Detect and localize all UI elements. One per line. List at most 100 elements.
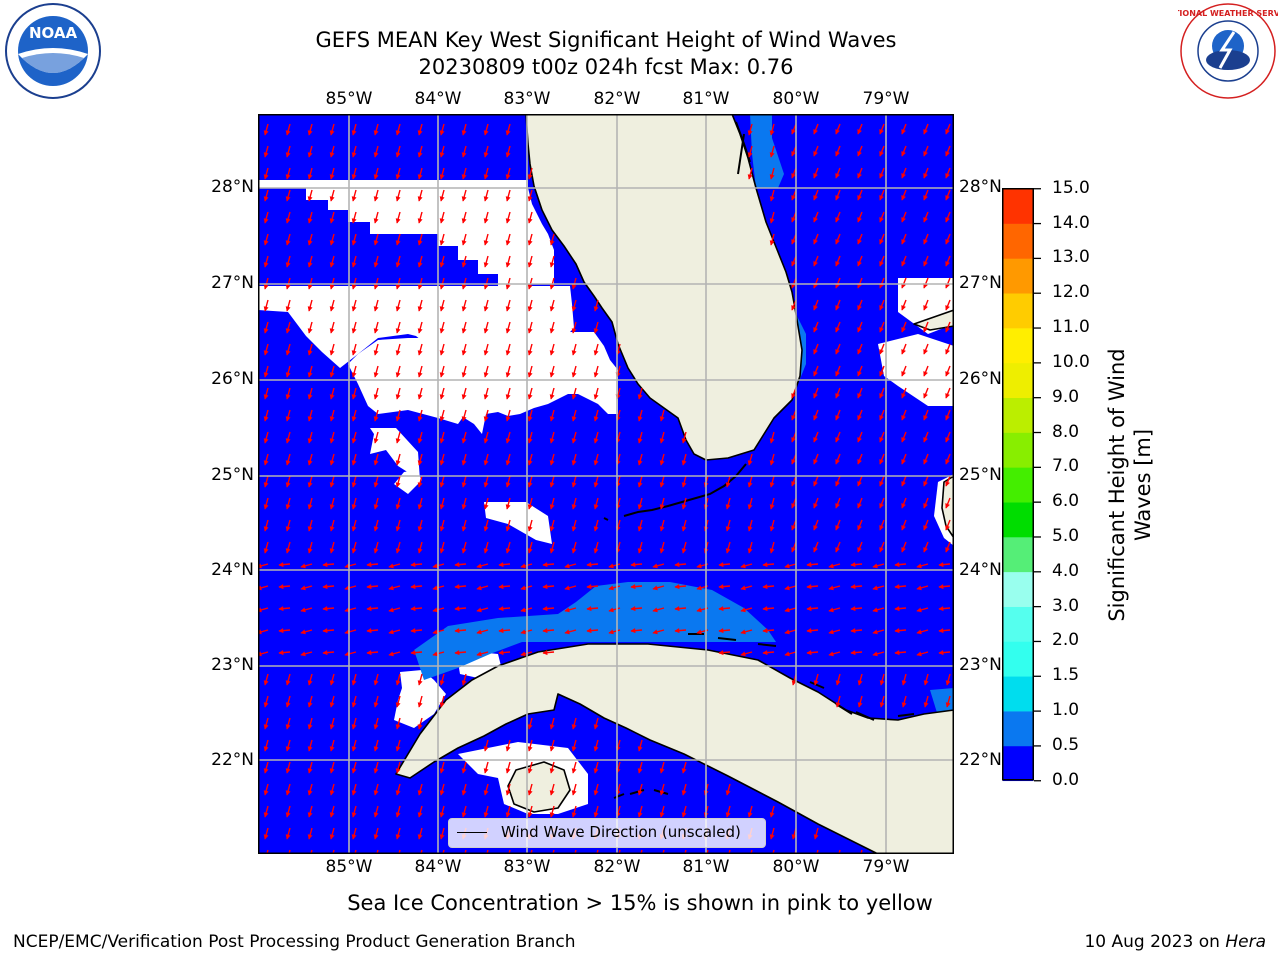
wind-wave-arrowhead	[263, 768, 269, 774]
wind-wave-arrowhead	[630, 562, 636, 568]
wind-wave-arrowhead	[373, 790, 379, 796]
wind-wave-arrowhead	[850, 606, 856, 612]
wind-wave-arrowhead	[659, 548, 665, 554]
colorbar	[1002, 188, 1034, 782]
wind-wave-arrowhead	[439, 306, 445, 312]
lat-label-left: 25°N	[211, 465, 254, 485]
wind-wave-arrowhead	[835, 481, 840, 487]
wind-wave-arrowhead	[571, 526, 577, 532]
wind-wave-arrowhead	[571, 460, 577, 466]
wind-wave-arrowhead	[483, 768, 489, 774]
wind-wave-arrowhead	[637, 394, 643, 400]
wind-wave-arrowhead	[439, 130, 445, 136]
wind-wave-arrowhead	[835, 305, 840, 311]
wind-wave-arrowhead	[278, 562, 284, 568]
wind-wave-arrowhead	[307, 790, 313, 796]
wind-wave-arrowhead	[527, 394, 533, 400]
wind-wave-arrowhead	[454, 606, 460, 612]
wind-wave-arrowhead	[329, 328, 335, 334]
wind-wave-arrowhead	[549, 526, 555, 532]
wind-wave-arrow	[596, 849, 599, 854]
wind-wave-arrowhead	[571, 812, 577, 818]
wind-wave-arrowhead	[373, 680, 379, 686]
lon-label-top: 80°W	[772, 89, 820, 109]
lon-label-bottom: 81°W	[682, 857, 730, 877]
wind-wave-arrowhead	[263, 328, 269, 334]
wind-wave-arrowhead	[791, 415, 796, 421]
wind-wave-arrowhead	[901, 195, 906, 201]
wind-wave-arrowhead	[901, 680, 907, 686]
wind-wave-arrowhead	[813, 371, 818, 377]
wind-wave-arrow	[640, 849, 643, 854]
wind-wave-arrowhead	[791, 503, 796, 509]
wind-wave-arrowhead	[879, 680, 885, 686]
colorbar-segment	[1002, 432, 1034, 468]
wind-wave-arrowhead	[351, 240, 357, 246]
wind-wave-arrowhead	[307, 460, 313, 466]
wind-wave-arrowhead	[923, 217, 928, 223]
lat-label-right: 23°N	[959, 655, 1002, 675]
wind-wave-arrowhead	[307, 350, 313, 356]
wind-wave-arrowhead	[747, 526, 753, 532]
lat-label-right: 24°N	[959, 560, 1002, 580]
wind-wave-arrowhead	[923, 305, 928, 311]
wind-wave-arrowhead	[483, 548, 489, 554]
florida-land	[525, 114, 803, 461]
wind-wave-arrowhead	[285, 262, 291, 268]
wind-wave-arrowhead	[285, 680, 291, 686]
bahamas-land	[941, 475, 954, 539]
wind-wave-arrowhead	[762, 606, 768, 612]
wind-wave-arrowhead	[395, 394, 401, 400]
wind-wave-arrowhead	[388, 607, 394, 613]
wind-wave-arrowhead	[637, 482, 643, 488]
wind-wave-arrowhead	[894, 650, 900, 656]
wind-wave-arrowhead	[483, 284, 489, 290]
wind-wave-arrowhead	[630, 606, 636, 612]
wind-wave-arrowhead	[373, 174, 379, 180]
wind-wave-arrowhead	[608, 629, 614, 635]
wind-wave-arrowhead	[307, 812, 313, 818]
wind-wave-arrowhead	[366, 562, 372, 568]
wind-wave-arrowhead	[593, 548, 599, 554]
wind-wave-arrowhead	[329, 394, 335, 400]
wind-wave-arrowhead	[879, 525, 884, 531]
wind-wave-arrowhead	[637, 812, 643, 818]
wind-wave-arrowhead	[373, 504, 379, 510]
wind-wave-arrowhead	[791, 261, 796, 267]
wind-wave-arrowhead	[329, 218, 335, 224]
wind-wave-arrowhead	[659, 790, 665, 796]
colorbar-tick-label: 15.0	[1052, 177, 1090, 198]
wind-wave-arrowhead	[498, 584, 504, 590]
lat-label-left: 22°N	[211, 750, 254, 770]
wind-wave-arrow	[288, 849, 291, 854]
wind-wave-arrowhead	[505, 746, 511, 752]
wind-wave-arrowhead	[520, 651, 526, 657]
wind-wave-arrowhead	[857, 327, 862, 333]
wind-wave-arrowhead	[439, 460, 445, 466]
wind-wave-arrowhead	[439, 218, 445, 224]
lon-label-bottom: 85°W	[325, 857, 373, 877]
wind-wave-arrowhead	[417, 460, 423, 466]
wind-wave-arrowhead	[527, 790, 533, 796]
wind-wave-arrow	[398, 849, 401, 854]
wind-wave-arrow	[750, 849, 753, 854]
wind-wave-arrowhead	[505, 152, 511, 158]
wind-wave-arrowhead	[483, 218, 489, 224]
wind-wave-arrow	[354, 849, 357, 854]
wind-wave-arrowhead	[483, 174, 489, 180]
wind-wave-arrowhead	[439, 240, 445, 246]
wind-wave-arrowhead	[901, 481, 906, 487]
wind-wave-arrowhead	[373, 262, 379, 268]
wind-wave-arrowhead	[351, 372, 357, 378]
lon-label-top: 83°W	[503, 89, 551, 109]
lon-label-top: 81°W	[682, 89, 730, 109]
wind-wave-arrowhead	[278, 650, 284, 656]
wind-wave-arrowhead	[329, 526, 335, 532]
wind-wave-arrowhead	[593, 438, 599, 444]
wind-wave-arrowhead	[285, 812, 291, 818]
wind-wave-arrowhead	[879, 547, 884, 553]
wind-wave-arrowhead	[351, 746, 357, 752]
wind-wave-arrowhead	[879, 503, 884, 509]
wind-wave-arrowhead	[366, 650, 372, 656]
wind-wave-arrowhead	[945, 261, 950, 267]
